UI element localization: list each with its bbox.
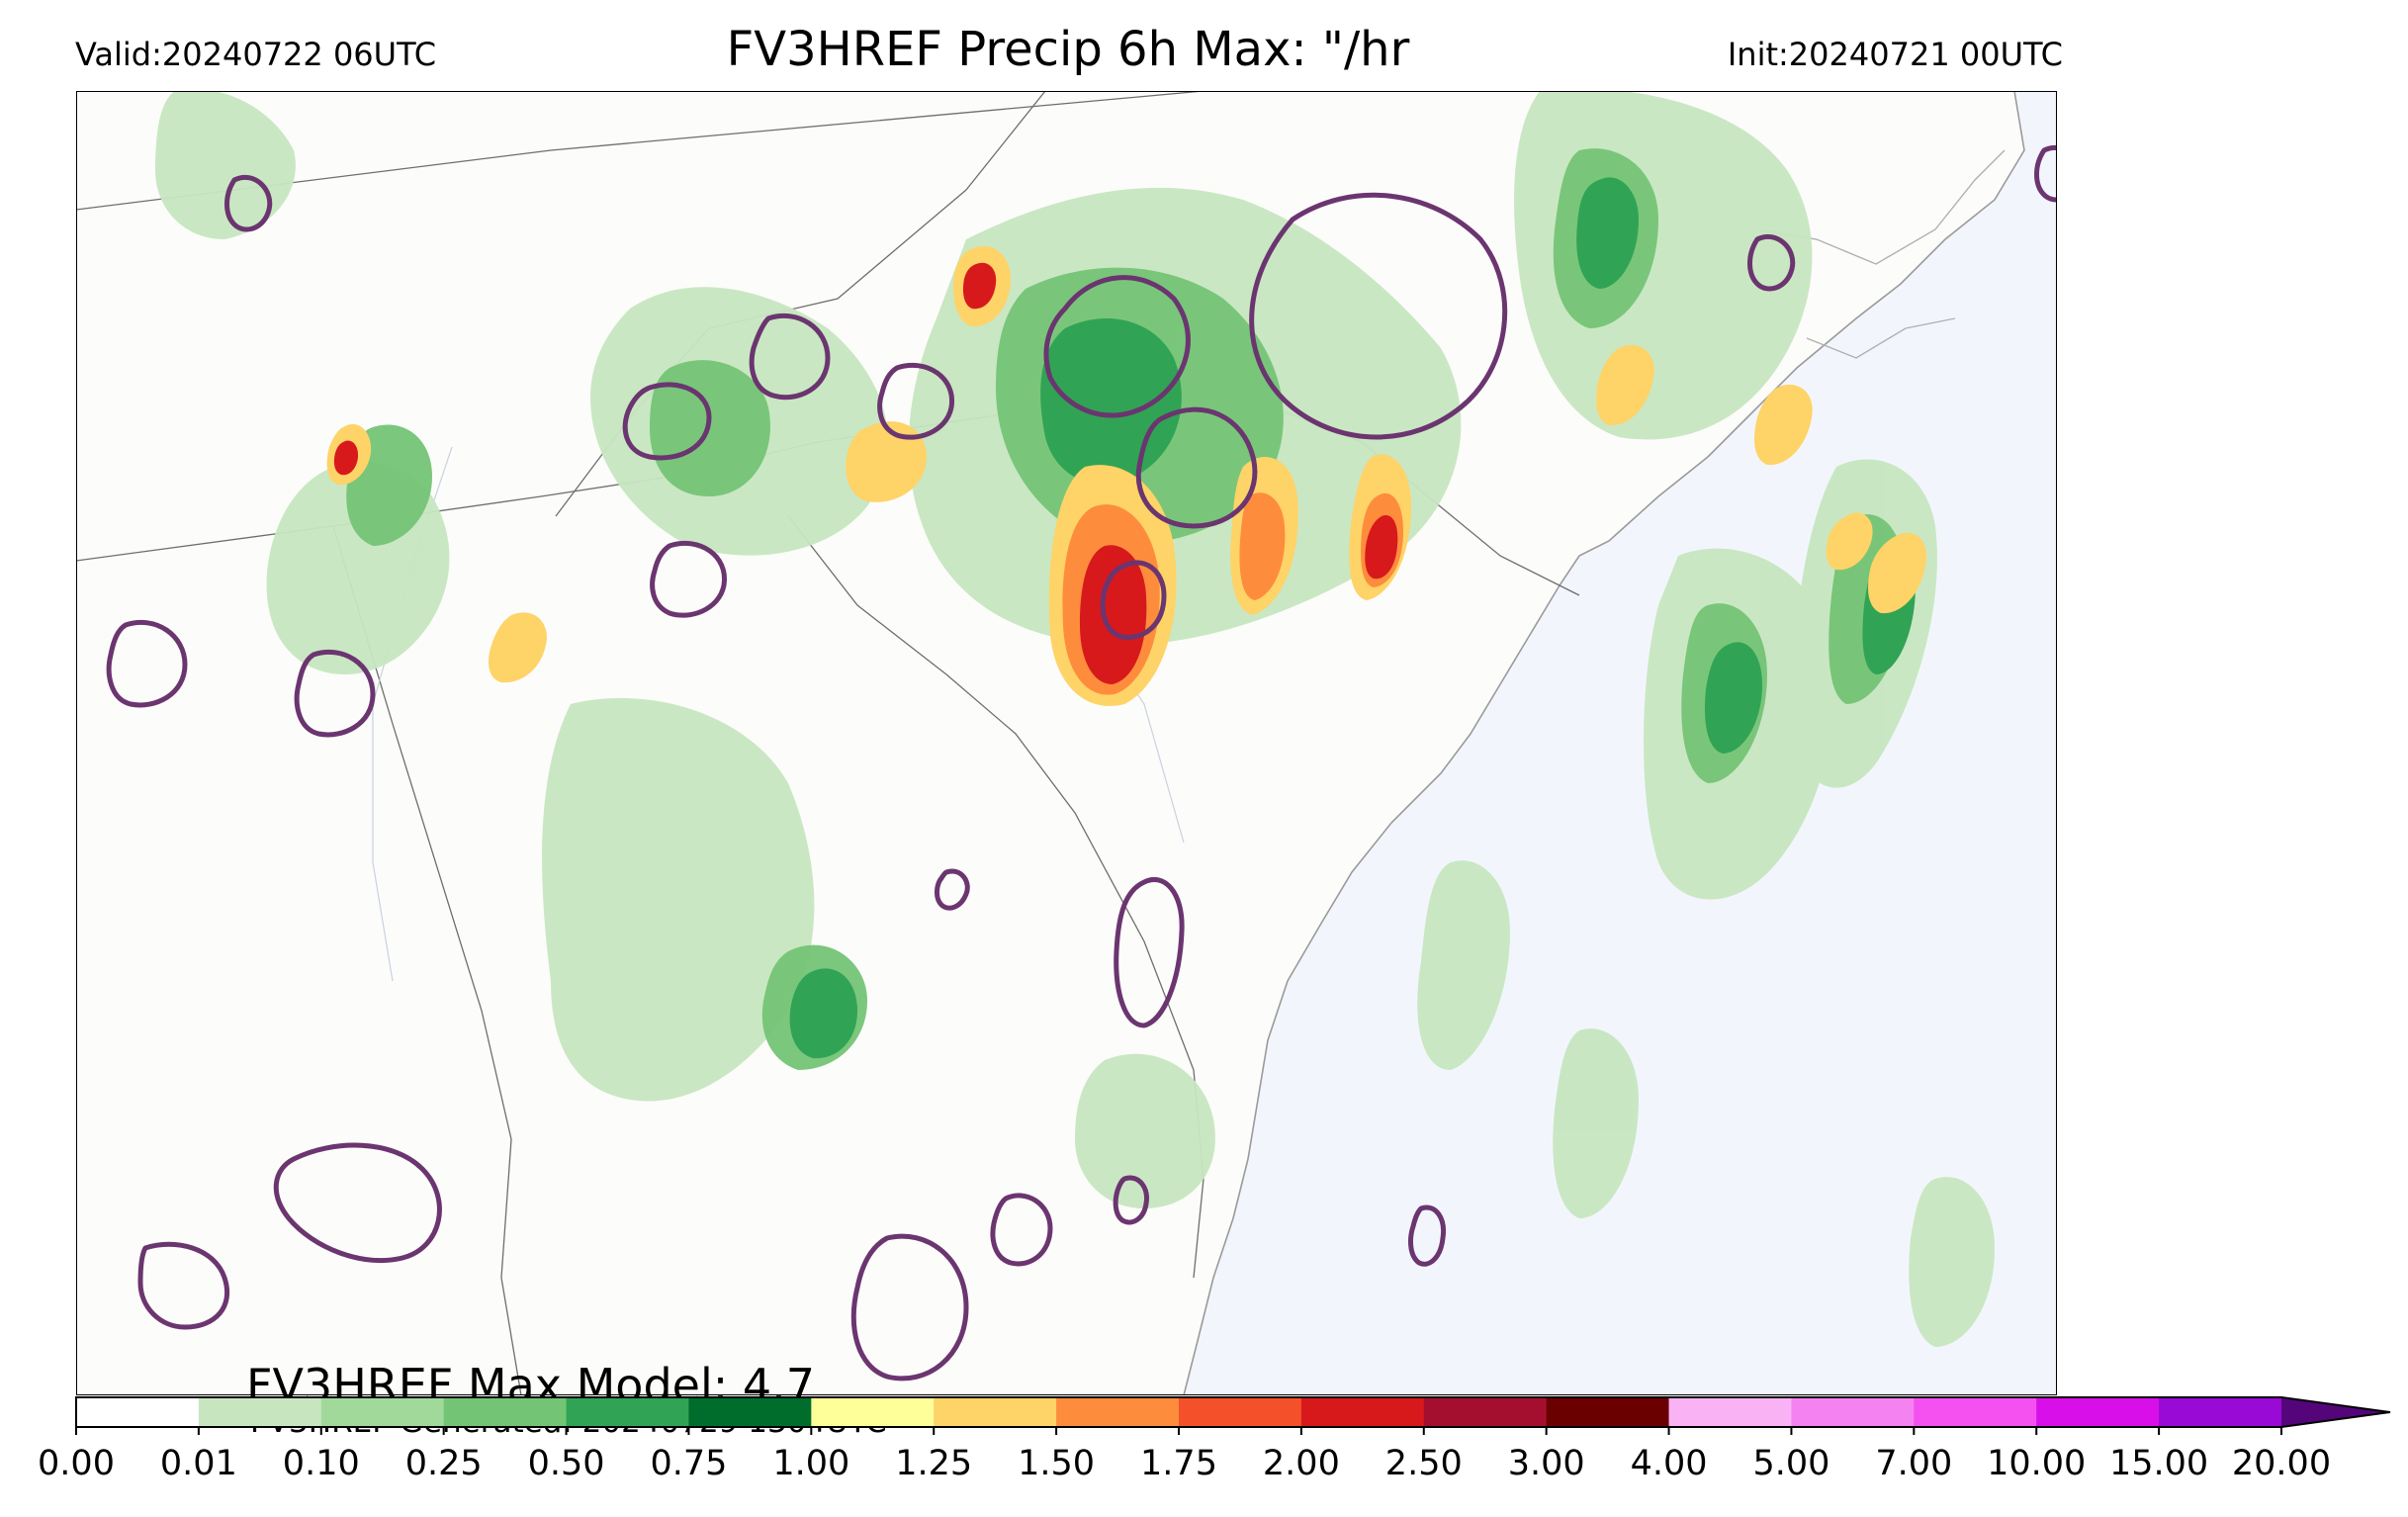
valid-time-label: Valid:20240722 06UTC	[75, 36, 437, 73]
colorbar-tick-label: 1.00	[772, 1444, 849, 1483]
ocean-area	[1184, 91, 2057, 1395]
colorbar-block	[1179, 1397, 1302, 1427]
contour-lines	[106, 144, 2057, 1382]
coastline	[1183, 91, 2025, 1395]
colorbar-block	[1668, 1397, 1792, 1427]
colorbar-tick-label: 1.50	[1018, 1444, 1095, 1483]
colorbar-block	[320, 1397, 445, 1427]
colorbar-tick-label: 3.00	[1508, 1444, 1585, 1483]
colorbar-outline	[75, 1396, 2391, 1428]
colorbar-tick-label: 0.50	[528, 1444, 605, 1483]
colorbar-block	[198, 1397, 322, 1427]
colorbar-block	[1056, 1397, 1180, 1427]
colorbar-block	[1423, 1397, 1548, 1427]
colorbar-tick-label: 2.50	[1385, 1444, 1463, 1483]
colorbar-block	[688, 1397, 812, 1427]
precip-field	[155, 91, 1995, 1347]
colorbar-blocks	[75, 1396, 2391, 1428]
colorbar-tick-label: 20.00	[2232, 1444, 2331, 1483]
colorbar-tick-label: 4.00	[1631, 1444, 1708, 1483]
colorbar-tick-label: 15.00	[2109, 1444, 2208, 1483]
map-panel: FV3HREF Max Model: 4.7 FV3HREF Generated…	[76, 91, 2057, 1440]
colorbar-tick-label: 0.75	[650, 1444, 727, 1483]
colorbar-block	[1300, 1397, 1425, 1427]
map-title: FV3HREF Precip 6h Max: "/hr	[726, 22, 1410, 77]
colorbar: 0.00 0.01 0.10 0.25 0.50 0.75 1.00 1.25 1.50 1.75…	[38, 1396, 2391, 1483]
colorbar-tick-label: 5.00	[1752, 1444, 1829, 1483]
colorbar-block	[934, 1397, 1057, 1427]
colorbar-block	[1914, 1397, 2037, 1427]
colorbar-tick-label: 1.25	[895, 1444, 972, 1483]
colorbar-block	[2159, 1397, 2282, 1427]
colorbar-tick-label: 0.01	[160, 1444, 237, 1483]
colorbar-tick-label: 0.10	[283, 1444, 360, 1483]
colorbar-block	[1546, 1397, 1670, 1427]
colorbar-tick-label: 7.00	[1875, 1444, 1952, 1483]
init-time-label: Init:20240721 00UTC	[1727, 36, 2063, 73]
colorbar-block	[2036, 1397, 2160, 1427]
colorbar-tick-label: 2.00	[1263, 1444, 1340, 1483]
colorbar-block	[811, 1397, 935, 1427]
colorbar-extend-arrow	[2281, 1397, 2390, 1427]
precip-map	[76, 91, 2057, 1395]
colorbar-tick-label: 0.00	[38, 1444, 115, 1483]
colorbar-block	[566, 1397, 689, 1427]
colorbar-block	[443, 1397, 568, 1427]
colorbar-tick-labels: 0.00 0.01 0.10 0.25 0.50 0.75 1.00 1.25 1.50 1.75…	[38, 1427, 2331, 1483]
colorbar-tick-label: 1.75	[1140, 1444, 1217, 1483]
colorbar-tick-label: 0.25	[405, 1444, 483, 1483]
colorbar-block	[76, 1397, 200, 1427]
colorbar-block	[1791, 1397, 1915, 1427]
colorbar-tick-label: 10.00	[1987, 1444, 2086, 1483]
